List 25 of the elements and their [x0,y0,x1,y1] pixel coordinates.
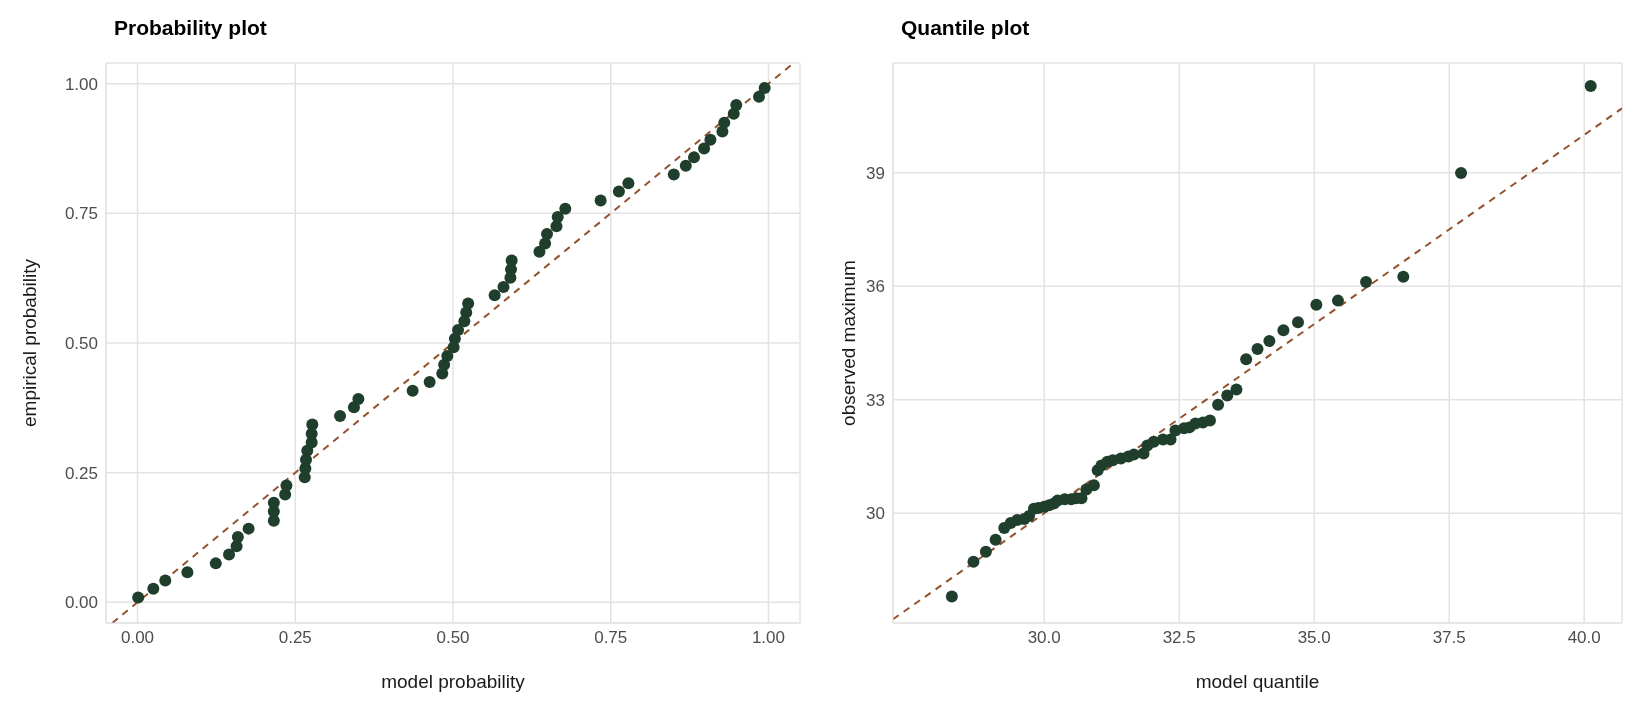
x-tick-label: 30.0 [1027,628,1061,648]
y-tick-label: 0.00 [64,593,98,613]
x-axis-title: model probability [381,671,525,693]
x-tick-label: 0.75 [594,628,628,648]
x-tick-label: 37.5 [1432,628,1466,648]
chart-title: Quantile plot [901,16,1030,40]
y-tick-label: 0.25 [64,463,98,483]
x-tick-label: 0.25 [278,628,312,648]
x-tick-label: 32.5 [1162,628,1196,648]
x-tick-label: 40.0 [1567,628,1601,648]
y-axis-title: observed maximum [838,260,860,426]
y-tick-label: 39 [866,163,885,183]
x-tick-label: 0.00 [121,628,155,648]
y-tick-label: 33 [866,390,885,410]
x-tick-label: 35.0 [1297,628,1331,648]
y-tick-label: 36 [866,277,885,297]
x-tick-label: 0.50 [436,628,470,648]
y-tick-label: 0.50 [64,334,98,354]
y-tick-label: 30 [866,504,885,524]
x-axis-title: model quantile [1195,671,1320,693]
chart-title: Probability plot [114,16,267,40]
x-tick-label: 1.00 [751,628,785,648]
y-tick-label: 0.75 [64,204,98,224]
y-axis-title: empirical probability [19,259,41,427]
y-tick-label: 1.00 [64,74,98,94]
